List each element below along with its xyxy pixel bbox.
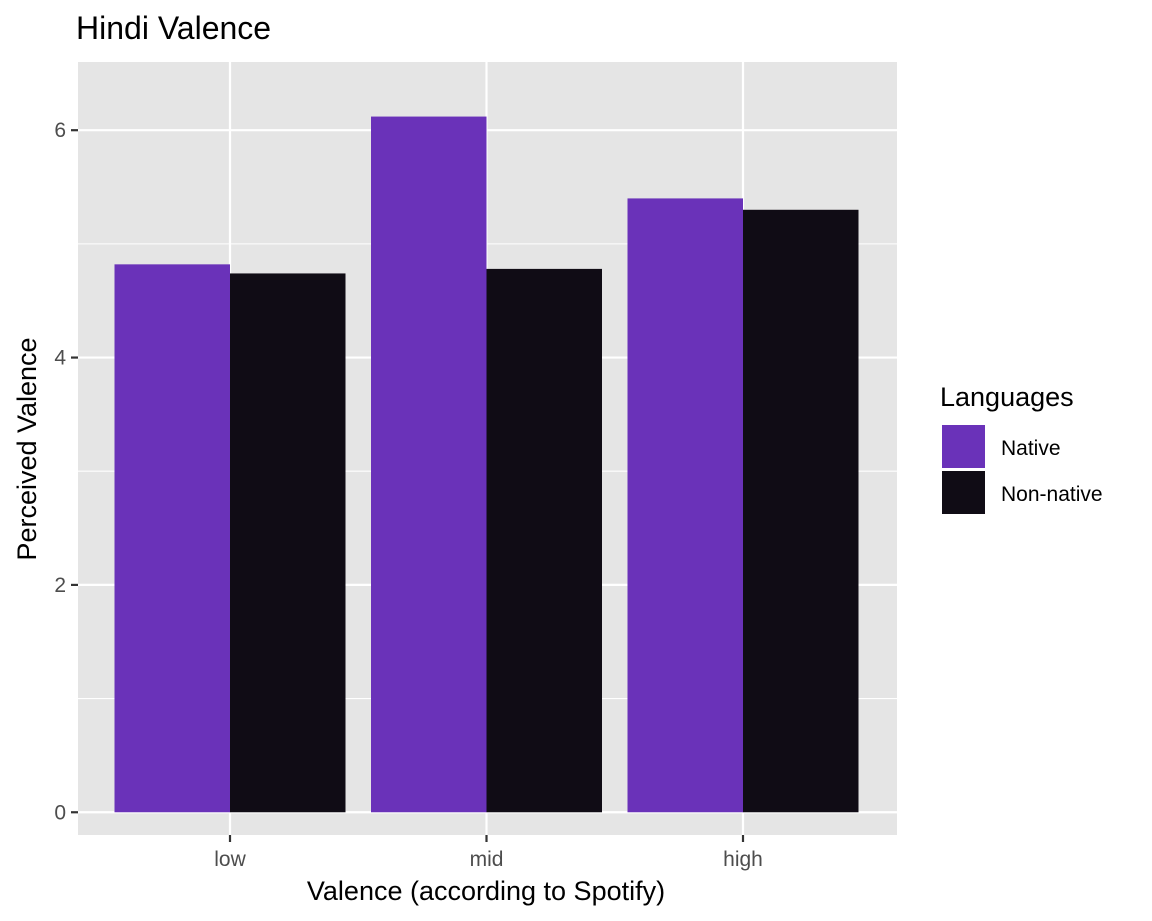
bar-non-native-high bbox=[743, 209, 859, 813]
y-tick-label: 4 bbox=[54, 347, 66, 370]
y-tick-label: 2 bbox=[54, 574, 66, 597]
legend-label-non-native: Non-native bbox=[1001, 483, 1103, 506]
legend-title: Languages bbox=[940, 382, 1074, 412]
x-axis: low mid high bbox=[214, 835, 763, 871]
legend-key-native bbox=[942, 425, 985, 468]
x-tick-label: high bbox=[723, 848, 763, 871]
y-tick-label: 6 bbox=[54, 119, 66, 142]
legend-key-non-native bbox=[942, 471, 985, 514]
legend: Languages Native Non-native bbox=[940, 382, 1103, 514]
bar-native-mid bbox=[371, 116, 487, 813]
x-tick-label: mid bbox=[470, 848, 504, 871]
bars bbox=[114, 116, 859, 813]
legend-label-native: Native bbox=[1001, 437, 1061, 460]
y-axis-title: Perceived Valence bbox=[12, 337, 42, 560]
x-tick-label: low bbox=[214, 848, 246, 871]
bar-non-native-low bbox=[230, 273, 346, 813]
bar-non-native-mid bbox=[486, 268, 602, 813]
y-tick-label: 0 bbox=[54, 801, 66, 824]
bar-native-low bbox=[114, 264, 230, 813]
chart-title: Hindi Valence bbox=[76, 10, 271, 46]
y-axis: 0 2 4 6 bbox=[54, 119, 78, 824]
bar-native-high bbox=[627, 198, 743, 813]
x-axis-title: Valence (according to Spotify) bbox=[307, 876, 665, 906]
